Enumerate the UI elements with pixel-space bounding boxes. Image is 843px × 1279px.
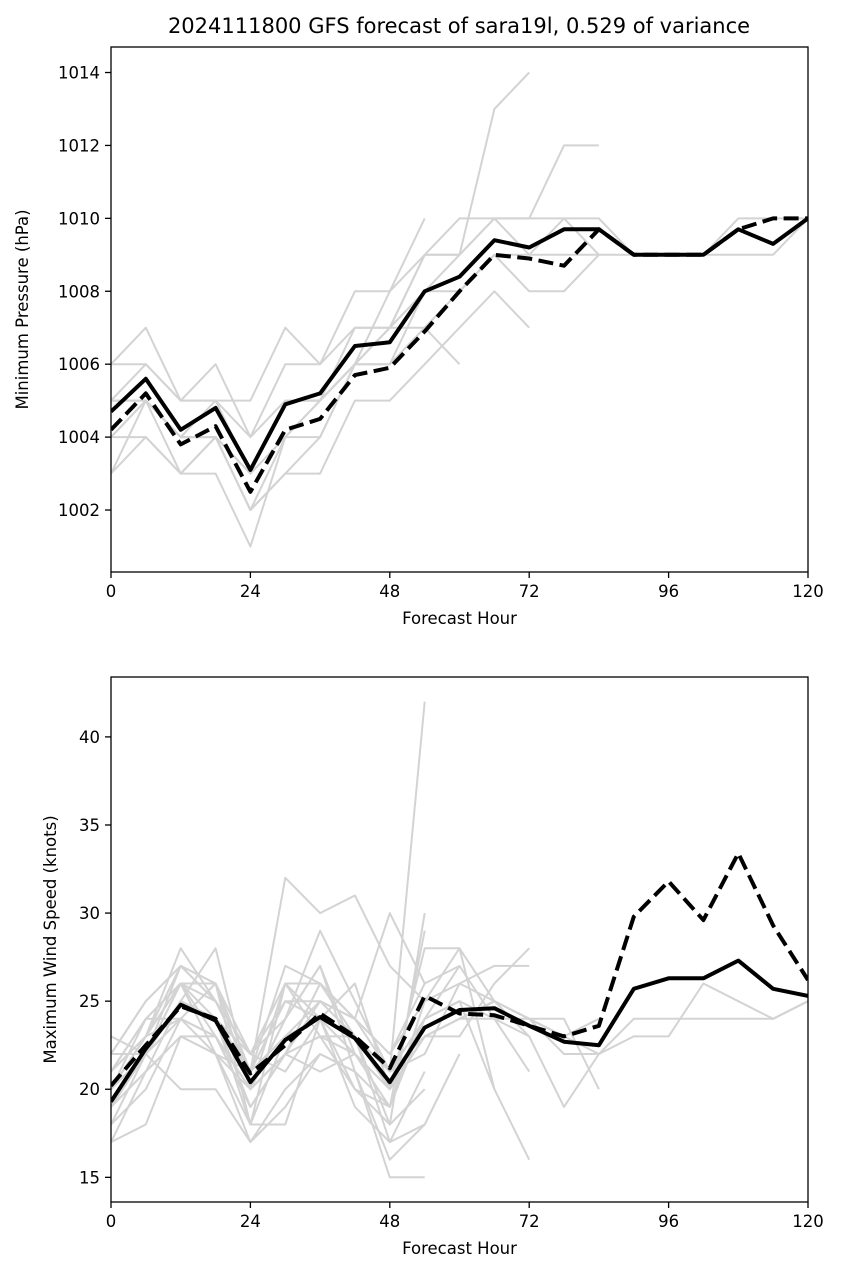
pressure-x-tick-label: 24 [240,582,261,601]
wind-y-axis-label: Maximum Wind Speed (knots) [41,815,60,1063]
figure-title: 2024111800 GFS forecast of sara19l, 0.52… [168,14,750,38]
pressure-x-tick-label: 96 [658,582,679,601]
wind-mean-line [111,958,808,1103]
pressure-series-layer [111,71,808,548]
pressure-x-tick-label: 48 [379,582,400,601]
wind-x-tick-label: 0 [106,1212,117,1231]
pressure-y-tick-label: 1012 [58,136,100,155]
wind-panel: 0 24 48 72 96 120 15 20 25 30 35 40 Forecast Hour M… [41,676,824,1258]
wind-y-tick-label: 25 [79,992,100,1011]
pressure-x-tick-label: 120 [792,582,824,601]
pressure-weighted-mean-line [111,216,808,494]
wind-y-tick-label: 20 [79,1080,100,1099]
wind-member-line-15 [111,1035,461,1161]
pressure-y-tick-label: 1008 [58,282,100,301]
wind-y-tick-label: 35 [79,816,100,835]
wind-series-layer [111,701,808,1179]
pressure-x-axis-label: Forecast Hour [402,609,517,628]
pressure-member-line-3 [111,217,600,439]
pressure-y-tick-label: 1014 [58,64,100,83]
pressure-panel: 0 24 48 72 96 120 1002 1004 1006 1008 1010 1012 1014… [13,46,824,628]
pressure-x-tick-label: 0 [106,582,117,601]
pressure-x-tick-label: 72 [519,582,540,601]
wind-x-tick-label: 72 [519,1212,540,1231]
pressure-y-axis-label: Minimum Pressure (hPa) [13,209,32,409]
wind-axes-frame [110,676,809,1203]
wind-y-tick-label: 40 [79,728,100,747]
wind-ticks-layer: 0 24 48 72 96 120 15 20 25 30 35 40 [79,728,824,1231]
wind-x-tick-label: 120 [792,1212,824,1231]
wind-y-tick-label: 30 [79,904,100,923]
wind-x-tick-label: 96 [658,1212,679,1231]
pressure-ticks-layer: 0 24 48 72 96 120 1002 1004 1006 1008 1010 1012 1014 [58,64,824,601]
wind-weighted-mean-line [111,851,808,1088]
wind-y-tick-label: 15 [79,1168,100,1187]
wind-x-tick-label: 24 [240,1212,261,1231]
wind-member-line-22 [111,947,496,1108]
pressure-y-tick-label: 1010 [58,209,100,228]
wind-x-axis-label: Forecast Hour [402,1239,517,1258]
pressure-y-tick-label: 1002 [58,501,100,520]
pressure-y-tick-label: 1004 [58,428,100,447]
pressure-axes-frame [110,46,809,573]
wind-member-line-21 [111,964,460,1108]
pressure-y-tick-label: 1006 [58,355,100,374]
wind-x-tick-label: 48 [379,1212,400,1231]
